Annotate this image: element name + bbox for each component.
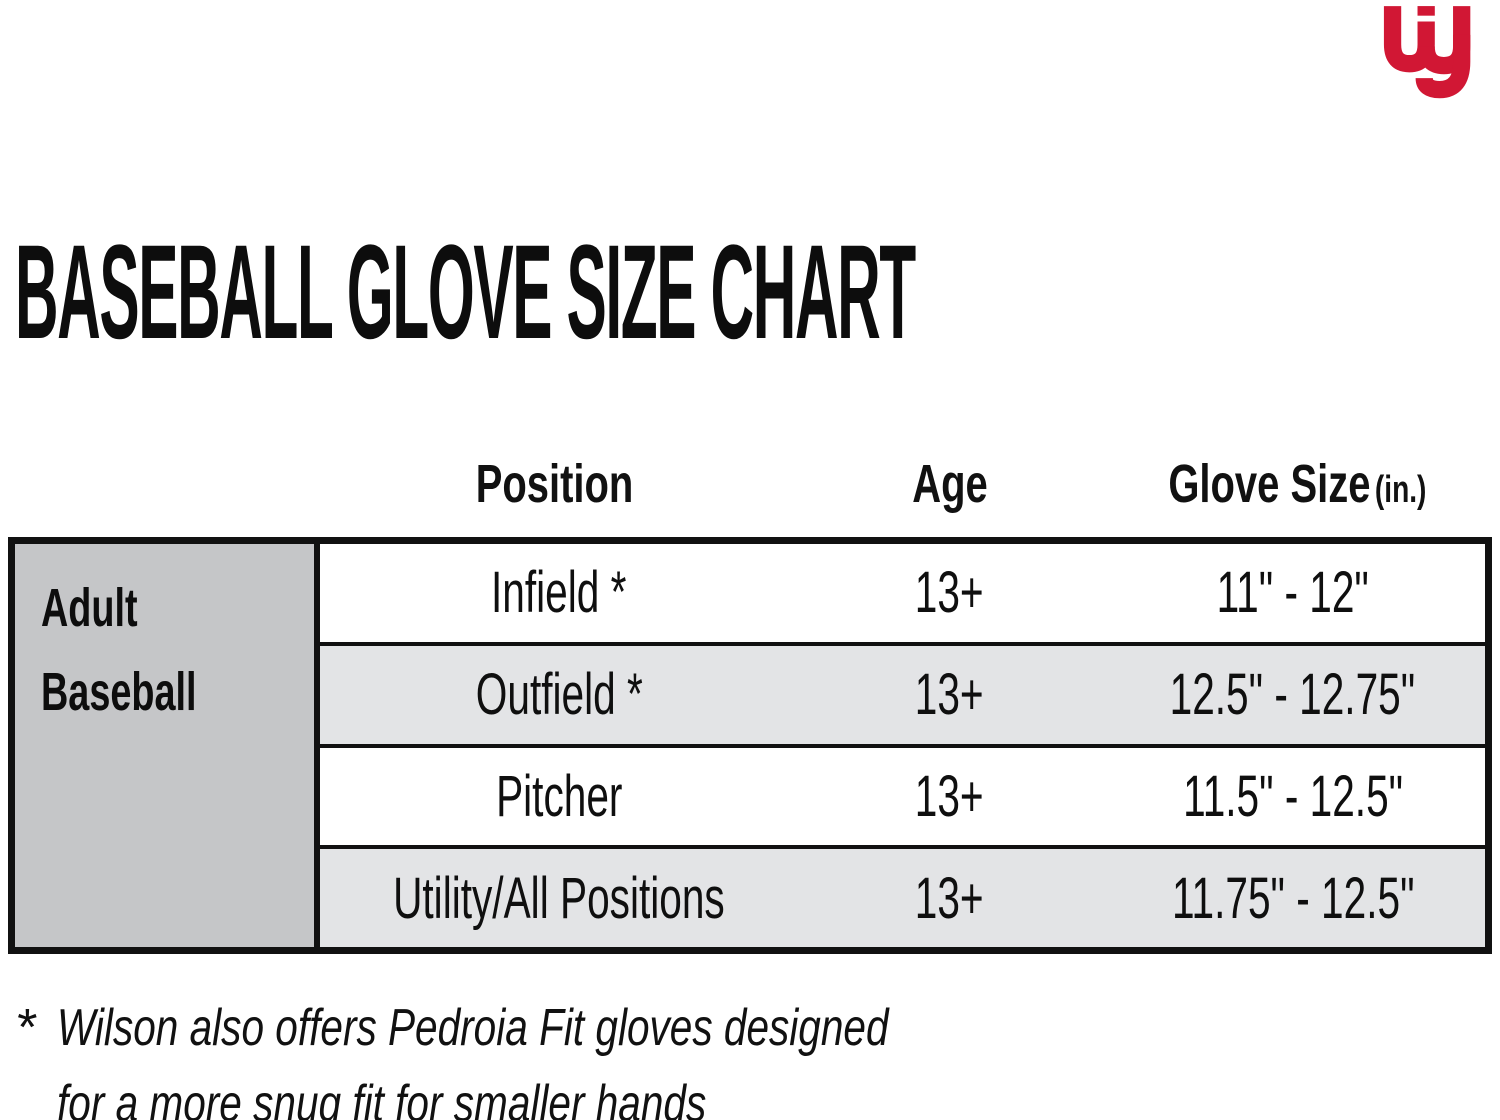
wilson-w-logo-icon [1382, 6, 1478, 106]
table-row: Infield * 13+ 11" - 12" [320, 544, 1485, 642]
cell-glove-size: 12.5" - 12.75" [1169, 662, 1416, 728]
cell-glove-size: 11" - 12" [1216, 560, 1369, 626]
table-rows: Infield * 13+ 11" - 12" Outfield * 13+ 1… [320, 544, 1485, 947]
row-group-label: Adult Baseball [15, 544, 320, 947]
table-row: Outfield * 13+ 12.5" - 12.75" [320, 641, 1485, 744]
cell-glove-size: 11.75" - 12.5" [1171, 865, 1415, 931]
header-age: Age [911, 454, 988, 514]
row-group-line2: Baseball [41, 662, 197, 722]
table-row: Pitcher 13+ 11.5" - 12.5" [320, 743, 1485, 846]
cell-glove-size: 11.5" - 12.5" [1182, 763, 1403, 829]
wilson-w-glyph [1383, 6, 1471, 99]
footnote: * Wilson also offers Pedroia Fit gloves d… [15, 990, 1123, 1120]
cell-position: Infield * [491, 560, 627, 626]
cell-position: Utility/All Positions [392, 865, 725, 931]
cell-age: 13+ [914, 763, 984, 829]
table-row: Utility/All Positions 13+ 11.75" - 12.5" [320, 845, 1485, 947]
page-title-text: BASEBALL GLOVE SIZE CHART [15, 218, 916, 367]
header-glove-size-unit: (in.) [1374, 469, 1427, 511]
footnote-line1: Wilson also offers Pedroia Fit gloves de… [57, 999, 889, 1057]
cell-age: 13+ [914, 560, 984, 626]
cell-position: Outfield * [475, 662, 643, 728]
table-column-headers: Position Age Glove Size (in.) [313, 453, 1492, 535]
footnote-line2: for a more snug fit for smaller hands [57, 1075, 707, 1120]
size-table: Adult Baseball Infield * 13+ 11" - 12" O… [8, 537, 1492, 954]
header-glove-size: Glove Size (in.) [1168, 454, 1427, 514]
header-position: Position [475, 454, 634, 514]
footnote-asterisk: * [15, 999, 36, 1057]
cell-age: 13+ [914, 865, 984, 931]
cell-age: 13+ [914, 662, 984, 728]
row-group-line1: Adult [41, 578, 138, 638]
page-title: BASEBALL GLOVE SIZE CHART [15, 226, 1500, 360]
cell-position: Pitcher [495, 763, 623, 829]
